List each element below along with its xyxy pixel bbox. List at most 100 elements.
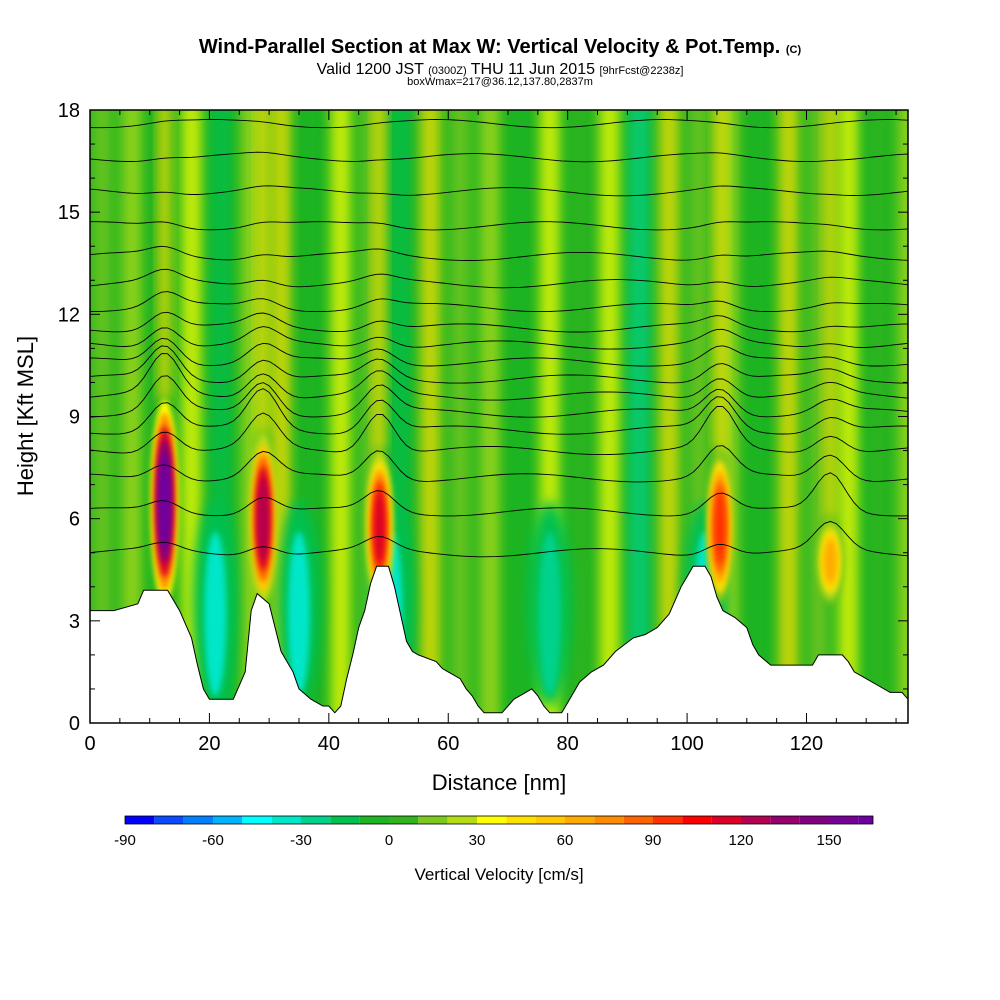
colorbar-swatch — [682, 816, 712, 824]
colorbar-tick-label: 90 — [645, 832, 662, 849]
updraft-streak — [158, 110, 171, 400]
colorbar-swatch — [330, 816, 360, 824]
isentrope-line — [90, 472, 908, 517]
colorbar-swatch — [653, 816, 683, 824]
updraft-cell — [159, 452, 170, 551]
isentrope-line — [90, 245, 908, 261]
x-tick-label: 100 — [670, 733, 703, 755]
isentrope-line — [90, 291, 908, 313]
x-tick-label: 80 — [557, 733, 579, 755]
isentrope-line — [90, 405, 908, 456]
chart-subtitle: Valid 1200 JST (0300Z) THU 11 Jun 2015 [… — [316, 61, 684, 78]
isentrope-line — [90, 268, 908, 289]
updraft-cell — [825, 540, 836, 582]
velocity-band — [480, 110, 501, 723]
velocity-band — [659, 110, 680, 723]
isentrope-line — [90, 345, 908, 384]
velocity-band — [599, 110, 620, 723]
colorbar-swatch — [183, 816, 213, 824]
colorbar-swatch — [506, 816, 536, 824]
chart-box-info: boxWmax=217@36.12,137.80,2837m — [407, 76, 593, 88]
updraft-streak — [713, 110, 726, 451]
y-tick-label: 18 — [58, 100, 80, 122]
copyright-mark: (C) — [785, 44, 802, 56]
chart-title: Wind-Parallel Section at Max W: Vertical… — [198, 36, 802, 58]
colorbar-swatch — [770, 816, 800, 824]
colorbar-swatch — [565, 816, 595, 824]
x-axis-title: Distance [nm] — [432, 770, 567, 795]
colorbar-swatch — [829, 816, 859, 824]
isentrope-line — [90, 151, 908, 163]
isentrope-line — [90, 375, 908, 418]
colorbar-swatch — [447, 816, 477, 824]
colorbar-swatch — [418, 816, 448, 824]
isentrope-line — [90, 185, 908, 197]
isentrope-line — [90, 353, 908, 401]
x-tick-label: 0 — [84, 733, 95, 755]
colorbar-swatch — [271, 816, 301, 824]
y-tick-label: 12 — [58, 304, 80, 326]
velocity-band — [450, 110, 471, 723]
y-axis-title: Height [Kft MSL] — [13, 336, 38, 496]
isentrope-line — [90, 221, 908, 231]
colorbar-swatch — [389, 816, 419, 824]
isentrope-line — [90, 119, 908, 129]
x-axis: 0 20 40 60 80 100 120 — [84, 110, 897, 755]
isentrope-line — [90, 445, 908, 483]
x-tick-label: 40 — [318, 733, 340, 755]
colorbar-tick-label: 30 — [469, 832, 486, 849]
colorbar-swatch — [477, 816, 507, 824]
updraft-streak — [373, 110, 386, 451]
y-tick-label: 3 — [69, 611, 80, 633]
colorbar-swatch — [125, 816, 155, 824]
velocity-band — [420, 110, 441, 723]
colorbar-swatch — [154, 816, 184, 824]
updraft-cell — [374, 490, 385, 564]
colorbar-swatch — [535, 816, 565, 824]
y-tick-label: 15 — [58, 202, 80, 224]
velocity-band — [569, 110, 590, 723]
x-tick-label: 60 — [437, 733, 459, 755]
colorbar: -90 -60 -30 0 30 60 90 120 150 — [114, 815, 874, 849]
colorbar-swatch — [741, 816, 771, 824]
colorbar-title: Vertical Velocity [cm/s] — [414, 865, 583, 884]
downdraft-core — [204, 531, 227, 696]
colorbar-swatch — [623, 816, 653, 824]
updraft-streak — [257, 110, 270, 434]
x-tick-label: 120 — [790, 733, 823, 755]
updraft-cell — [714, 490, 726, 564]
colorbar-swatch — [799, 816, 829, 824]
colorbar-tick-label: -90 — [114, 832, 136, 849]
velocity-field — [90, 110, 908, 723]
updraft-streak — [824, 110, 837, 519]
colorbar-swatch — [594, 816, 624, 824]
velocity-band — [121, 110, 142, 723]
colorbar-swatch — [858, 816, 873, 824]
x-tick-label: 20 — [198, 733, 220, 755]
colorbar-frame — [124, 815, 874, 825]
velocity-band — [330, 110, 351, 723]
velocity-band — [868, 110, 889, 723]
colorbar-tick-label: -30 — [290, 832, 312, 849]
colorbar-tick-label: 120 — [728, 832, 753, 849]
colorbar-tick-label: -60 — [202, 832, 224, 849]
isentrope-line — [90, 388, 908, 435]
colorbar-swatch — [359, 816, 389, 824]
downdraft-core — [287, 531, 310, 696]
y-axis: 0 3 6 9 12 15 18 — [58, 100, 908, 735]
y-tick-label: 9 — [69, 407, 80, 429]
velocity-band — [509, 110, 530, 723]
isentrope-lines — [90, 119, 908, 558]
velocity-band — [629, 110, 650, 723]
colorbar-swatch — [711, 816, 741, 824]
colorbar-tick-label: 60 — [557, 832, 574, 849]
velocity-band — [838, 110, 859, 723]
colorbar-swatch — [213, 816, 243, 824]
velocity-band — [778, 110, 799, 723]
colorbar-tick-label: 0 — [385, 832, 393, 849]
isentrope-line — [90, 337, 908, 367]
terrain-mask — [90, 565, 908, 723]
y-tick-label: 6 — [69, 509, 80, 531]
colorbar-swatch — [242, 816, 272, 824]
